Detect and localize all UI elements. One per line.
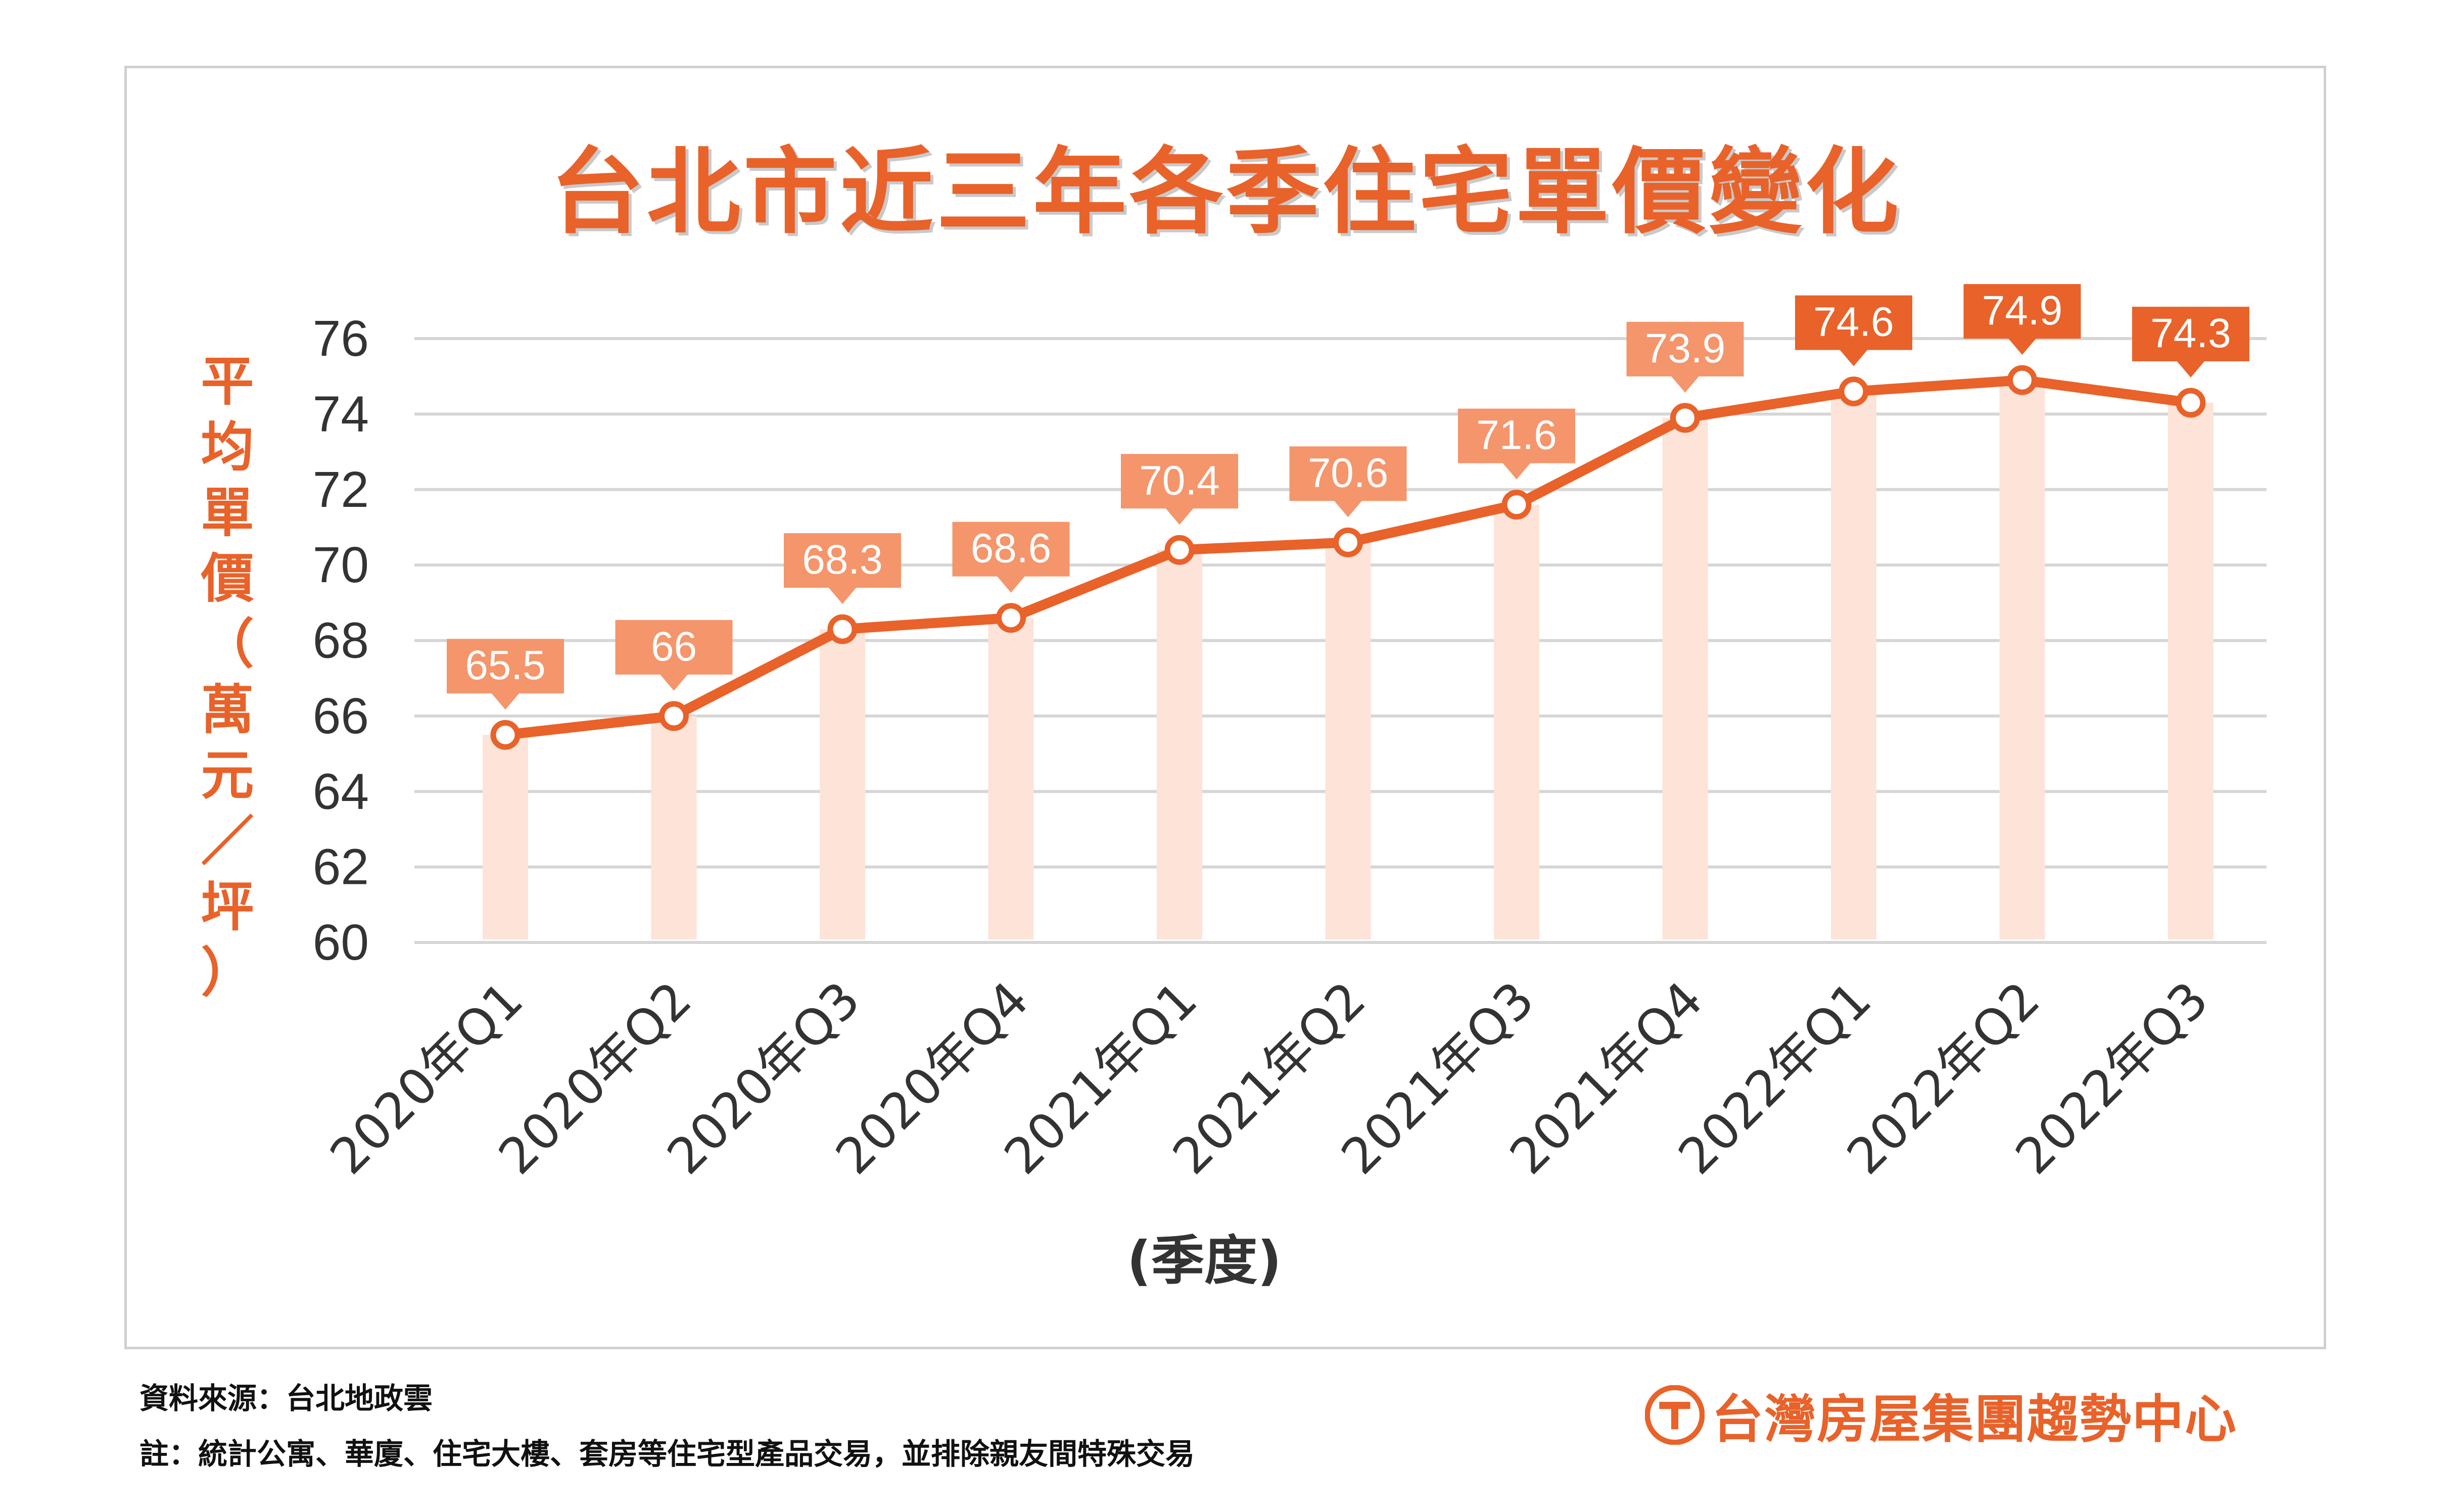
data-label: 65.5 <box>465 642 546 688</box>
y-axis-label-char: 價 <box>201 548 254 609</box>
background-bar <box>988 618 1034 939</box>
data-label-box <box>1121 454 1238 509</box>
data-label-pointer <box>2177 360 2205 377</box>
y-axis-label: 平均單價（萬元／坪） <box>195 349 260 1006</box>
source-text: 資料來源：台北地政雲 <box>139 1381 433 1415</box>
data-label: 66 <box>651 624 697 670</box>
data-point <box>1501 490 1532 520</box>
data-label: 73.9 <box>1645 325 1726 371</box>
y-axis-label-char: 坪 <box>201 876 254 938</box>
y-tick-label: 62 <box>313 839 369 895</box>
data-label-box <box>1795 295 1912 350</box>
logo-text: 台灣房屋集團趨勢中心 <box>1712 1389 2237 1450</box>
y-axis-label-char: （ <box>201 613 254 675</box>
data-point <box>2176 388 2206 418</box>
data-point <box>1164 535 1195 565</box>
data-label-pointer <box>828 587 857 604</box>
background-bar <box>1662 417 1708 939</box>
note-text: 註：統計公寓、華廈、住宅大樓、套房等住宅型產品交易，並排除親友間特殊交易 <box>139 1437 1195 1471</box>
y-tick-label: 66 <box>313 688 369 744</box>
data-label-pointer <box>1165 508 1194 525</box>
data-label-pointer <box>1502 462 1531 480</box>
data-label-box <box>447 639 564 694</box>
data-point <box>659 701 689 731</box>
data-label-box <box>784 533 901 588</box>
data-label-box <box>1458 408 1575 463</box>
background-bar <box>483 735 528 939</box>
y-axis-label-char: 元 <box>201 745 254 807</box>
data-label-pointer <box>1840 349 1868 366</box>
x-axis-title: (季度) <box>1127 1230 1282 1292</box>
y-axis-label-char: 單 <box>201 482 254 544</box>
data-label: 68.6 <box>971 526 1052 572</box>
data-point <box>1838 376 1869 407</box>
y-axis-label-char: 平 <box>201 351 254 412</box>
background-bar <box>2168 402 2213 939</box>
data-label: 70.6 <box>1308 450 1389 496</box>
data-point <box>1670 403 1700 433</box>
y-tick-label: 72 <box>313 461 369 518</box>
y-tick-label: 68 <box>313 612 369 669</box>
data-point <box>827 614 858 644</box>
data-point <box>1333 527 1363 557</box>
data-point <box>996 603 1026 633</box>
data-label-box <box>615 620 733 675</box>
data-label: 71.6 <box>1476 412 1557 458</box>
y-axis-label-char: 萬 <box>201 679 254 741</box>
brand-logo: 台灣房屋集團趨勢中心 <box>1645 1382 2237 1450</box>
background-bar <box>651 716 697 939</box>
data-label-pointer <box>491 693 520 710</box>
data-label: 68.3 <box>802 537 883 583</box>
background-bar <box>1999 380 2045 939</box>
y-tick-label: 70 <box>313 537 369 593</box>
data-label-pointer <box>1671 375 1700 393</box>
data-label-pointer <box>659 674 688 691</box>
data-label-box <box>1626 321 1744 376</box>
y-tick-label: 60 <box>313 914 369 971</box>
background-bar <box>1157 550 1202 939</box>
background-bar <box>1494 504 1539 939</box>
background-bar <box>820 629 865 939</box>
data-point <box>2007 365 2037 395</box>
y-tick-label: 74 <box>313 386 369 442</box>
y-tick-label: 64 <box>313 763 369 820</box>
data-label-pointer <box>2008 338 2037 355</box>
chart-frame <box>124 66 2326 1349</box>
y-axis-label-char: 均 <box>201 416 254 478</box>
y-tick-label: 76 <box>313 310 369 367</box>
data-label: 74.3 <box>2150 310 2231 356</box>
data-label: 74.9 <box>1982 288 2063 334</box>
logo-t-icon <box>1645 1385 1705 1445</box>
data-point <box>490 720 521 750</box>
y-axis-label-char: ／ <box>201 811 254 872</box>
data-label-box <box>1289 446 1407 501</box>
background-bar <box>1831 391 1876 939</box>
background-bar <box>1325 542 1371 939</box>
data-label-pointer <box>997 576 1025 593</box>
data-label-box <box>952 522 1070 577</box>
data-label-pointer <box>1334 500 1362 517</box>
y-axis-label-char: ） <box>201 942 254 1004</box>
chart-title: 台北市近三年各季住宅單價變化 <box>550 136 1902 247</box>
data-label-box <box>2132 306 2249 361</box>
data-label: 74.6 <box>1813 299 1894 345</box>
data-label-box <box>1963 284 2081 339</box>
data-label: 70.4 <box>1139 457 1220 503</box>
